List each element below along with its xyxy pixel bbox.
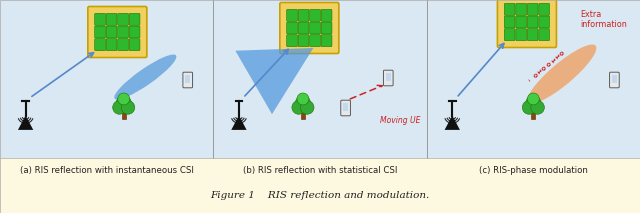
FancyBboxPatch shape [504, 3, 515, 15]
FancyBboxPatch shape [298, 22, 309, 34]
FancyBboxPatch shape [106, 26, 117, 38]
FancyBboxPatch shape [183, 72, 193, 88]
FancyBboxPatch shape [527, 16, 538, 28]
Ellipse shape [527, 45, 596, 104]
FancyBboxPatch shape [321, 22, 332, 34]
Bar [185, 75, 190, 83]
FancyBboxPatch shape [321, 35, 332, 47]
FancyBboxPatch shape [340, 100, 351, 116]
Polygon shape [231, 115, 246, 130]
FancyBboxPatch shape [118, 13, 129, 25]
Bar [427, 0, 640, 158]
FancyBboxPatch shape [129, 13, 140, 25]
Circle shape [118, 93, 130, 105]
Circle shape [113, 101, 126, 114]
FancyBboxPatch shape [527, 29, 538, 41]
FancyBboxPatch shape [106, 13, 117, 25]
FancyBboxPatch shape [95, 39, 106, 51]
FancyBboxPatch shape [106, 39, 117, 51]
FancyBboxPatch shape [504, 16, 515, 28]
FancyBboxPatch shape [118, 26, 129, 38]
FancyBboxPatch shape [287, 22, 298, 34]
Circle shape [522, 101, 536, 114]
Ellipse shape [115, 55, 177, 99]
Circle shape [121, 101, 135, 114]
Bar [213, 0, 427, 158]
Polygon shape [236, 48, 314, 114]
FancyBboxPatch shape [539, 3, 550, 15]
FancyBboxPatch shape [95, 13, 106, 25]
Bar [386, 73, 391, 81]
Circle shape [527, 93, 540, 105]
FancyBboxPatch shape [280, 3, 339, 53]
Text: Extra
information: Extra information [580, 10, 627, 29]
FancyBboxPatch shape [539, 29, 550, 41]
Circle shape [292, 101, 305, 114]
Circle shape [116, 96, 131, 111]
FancyBboxPatch shape [310, 35, 321, 47]
FancyBboxPatch shape [383, 70, 393, 86]
FancyBboxPatch shape [497, 0, 556, 47]
FancyBboxPatch shape [298, 9, 309, 21]
FancyBboxPatch shape [516, 3, 527, 15]
Text: (a) RIS reflection with instantaneous CSI: (a) RIS reflection with instantaneous CS… [20, 166, 194, 175]
Polygon shape [445, 115, 460, 130]
Text: (b) RIS reflection with statistical CSI: (b) RIS reflection with statistical CSI [243, 166, 397, 175]
FancyBboxPatch shape [287, 35, 298, 47]
Bar [531, 110, 536, 118]
Circle shape [525, 96, 541, 111]
Bar [612, 75, 617, 83]
Bar [0, 0, 213, 158]
FancyBboxPatch shape [88, 7, 147, 58]
FancyBboxPatch shape [310, 9, 321, 21]
Polygon shape [18, 115, 33, 130]
Circle shape [295, 96, 310, 111]
Circle shape [531, 101, 545, 114]
FancyBboxPatch shape [95, 26, 106, 38]
FancyBboxPatch shape [287, 9, 298, 21]
Text: (c) RIS-phase modulation: (c) RIS-phase modulation [479, 166, 588, 175]
Text: 0
1
1
0
0
1
0
..: 0 1 1 0 0 1 0 .. [526, 50, 564, 83]
FancyBboxPatch shape [516, 29, 527, 41]
Text: Moving UE: Moving UE [380, 116, 420, 125]
FancyBboxPatch shape [609, 72, 620, 88]
FancyBboxPatch shape [516, 16, 527, 28]
FancyBboxPatch shape [539, 16, 550, 28]
Circle shape [300, 101, 314, 114]
FancyBboxPatch shape [310, 22, 321, 34]
Text: Figure 1    RIS reflection and modulation.: Figure 1 RIS reflection and modulation. [211, 191, 429, 200]
FancyBboxPatch shape [527, 3, 538, 15]
FancyBboxPatch shape [298, 35, 309, 47]
FancyBboxPatch shape [129, 39, 140, 51]
FancyBboxPatch shape [118, 39, 129, 51]
FancyBboxPatch shape [321, 9, 332, 21]
Bar [0, 158, 640, 213]
Bar [301, 110, 305, 118]
FancyBboxPatch shape [504, 29, 515, 41]
Bar [122, 110, 126, 118]
FancyBboxPatch shape [129, 26, 140, 38]
Circle shape [297, 93, 309, 105]
Bar [343, 103, 348, 111]
